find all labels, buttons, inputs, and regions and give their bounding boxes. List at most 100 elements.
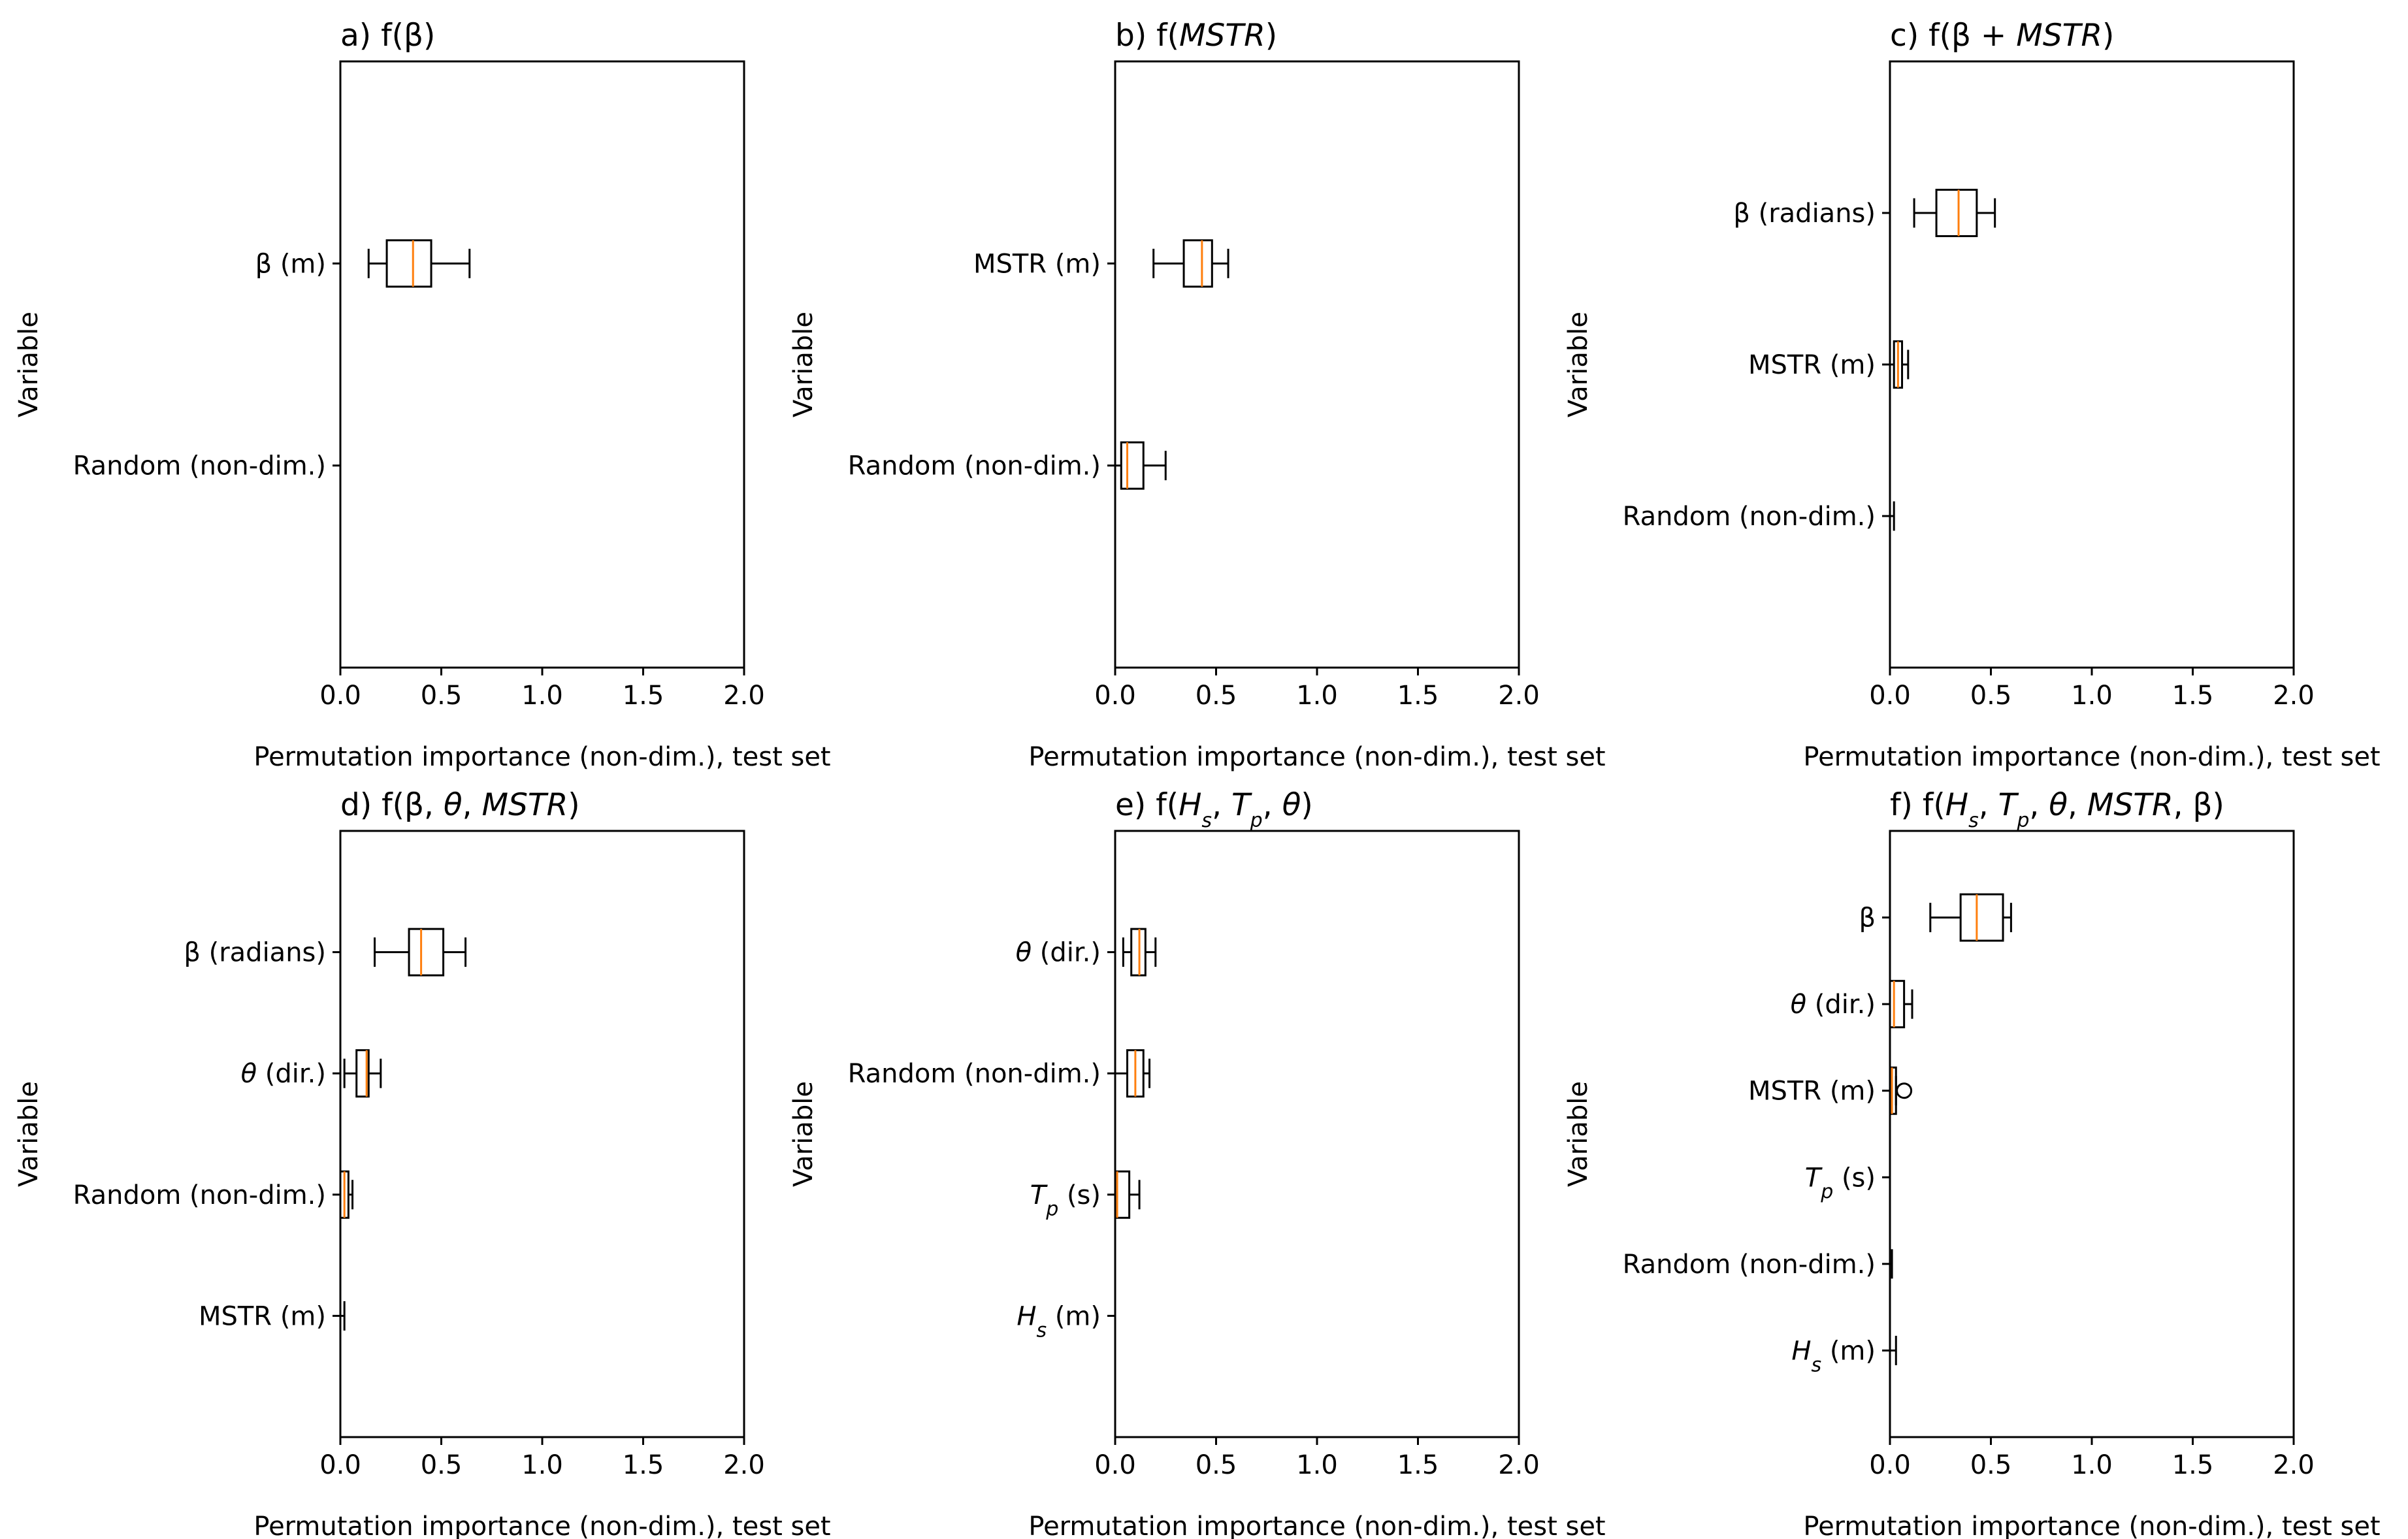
box-series <box>339 1170 354 1219</box>
plot-frame <box>1889 60 2295 669</box>
box-series <box>367 239 471 288</box>
subplot-title-part: θ <box>1282 787 1301 823</box>
subplot-title-part: s <box>1968 809 1979 832</box>
y-tick-label: MSTR (m) <box>1748 1077 1876 1107</box>
y-tick-label: θ (dir.) <box>241 1059 326 1089</box>
y-tick-label-part: θ <box>241 1059 257 1089</box>
y-tick-label-part: (dir.) <box>1032 938 1101 968</box>
box-series <box>1114 1170 1141 1219</box>
box-series <box>1889 980 1913 1029</box>
y-tick-label: β (radians) <box>184 938 326 968</box>
subplot-title-part: θ <box>444 787 463 823</box>
subplot-title-part: T <box>1998 787 2019 823</box>
plot-frame <box>1889 830 2295 1438</box>
box-series <box>1913 189 1996 237</box>
x-tick-label: 0.5 <box>421 681 463 711</box>
subplot-2: b) f(MSTR) MSTR (m) Random (non-dim.) 0.0 0.… <box>789 18 1606 772</box>
subplot-title-part: , <box>1212 787 1231 823</box>
y-tick-label-part: Random (non-dim.) <box>1623 502 1876 532</box>
y-tick-label-part: Random (non-dim.) <box>73 1180 326 1210</box>
x-tick-label: 1.0 <box>1296 681 1338 711</box>
x-tick-label: 1.0 <box>521 1450 563 1480</box>
subplot-5: e) f(Hs, Tp, θ)θ (dir.)Random (non-dim.)… <box>789 787 1606 1539</box>
y-tick-label: Random (non-dim.) <box>73 1180 326 1210</box>
y-tick-label-part: Random (non-dim.) <box>1623 1250 1876 1280</box>
subplot-title-part: e) f( <box>1115 787 1179 823</box>
subplot-title-part: p <box>2016 809 2029 832</box>
iqr-box <box>1935 189 1978 237</box>
subplot-title-part: MSTR <box>2087 787 2173 823</box>
y-tick-label-part: (s) <box>1833 1163 1876 1193</box>
y-tick-label-part: (s) <box>1058 1180 1101 1210</box>
subplot-title-part: MSTR <box>1179 18 1265 54</box>
box-series <box>1889 340 1910 389</box>
subplot-title-part: , <box>463 787 482 823</box>
subplot-title-part: ) <box>1265 18 1277 54</box>
x-tick-label: 2.0 <box>2273 681 2315 711</box>
y-tick-label-part: Random (non-dim.) <box>848 1059 1101 1089</box>
x-tick-label: 1.5 <box>623 1450 664 1480</box>
x-tick-label: 1.5 <box>2172 681 2214 711</box>
x-tick-label: 0.5 <box>1970 681 2012 711</box>
box-series <box>1122 928 1157 977</box>
y-tick-label-part: (m) <box>1821 1336 1876 1366</box>
y-tick-label: Random (non-dim.) <box>1623 502 1876 532</box>
y-tick-label-part: (dir.) <box>257 1059 326 1089</box>
y-tick-label: Hs (m) <box>1791 1336 1876 1376</box>
subplot-title: c) f(β + MSTR) <box>1890 18 2114 54</box>
y-tick-label: MSTR (m) <box>1748 350 1876 380</box>
y-tick-label-part: θ <box>1016 938 1032 968</box>
subplot-title-part: , <box>2029 787 2049 823</box>
subplot-title: f) f(Hs, Tp, θ, MSTR, β) <box>1890 787 2224 832</box>
x-tick-label: 0.0 <box>1869 681 1911 711</box>
y-tick-label: Hs (m) <box>1017 1301 1101 1341</box>
y-tick-label: Random (non-dim.) <box>848 1059 1101 1089</box>
y-tick-label-part: β <box>1859 903 1876 933</box>
x-tick-label: 1.5 <box>1397 1450 1439 1480</box>
y-tick-label: β (m) <box>255 249 326 279</box>
y-tick-label-part: MSTR (m) <box>199 1301 326 1331</box>
x-axis-label: Permutation importance (non-dim.), test … <box>253 742 830 772</box>
y-tick-label-part: s <box>1811 1353 1821 1376</box>
subplot-1: a) f(β) β (m) Random (non-dim.) 0.0 0.5 1.0 1.… <box>14 18 831 772</box>
box-series <box>1152 239 1229 288</box>
y-axis-label: Variable <box>14 312 44 417</box>
x-tick-label: 1.0 <box>521 681 563 711</box>
x-axis-label: Permutation importance (non-dim.), test … <box>1028 742 1605 772</box>
subplot-title-part: f) f( <box>1890 787 1945 823</box>
y-axis-label: Variable <box>789 1081 819 1187</box>
subplot-title-part: MSTR <box>2016 18 2102 54</box>
y-tick-label: MSTR (m) <box>199 1301 326 1331</box>
iqr-box <box>1120 441 1145 490</box>
y-axis-label: Variable <box>789 312 819 417</box>
y-tick-label-part: β (radians) <box>1733 199 1876 229</box>
y-tick-label-part: MSTR (m) <box>973 249 1101 279</box>
x-tick-label: 0.0 <box>1094 681 1136 711</box>
x-tick-label: 2.0 <box>2273 1450 2315 1480</box>
iqr-box <box>385 239 432 288</box>
x-tick-label: 1.0 <box>1296 1450 1338 1480</box>
x-tick-label: 0.5 <box>421 1450 463 1480</box>
subplot-title-part: , <box>1263 787 1282 823</box>
y-tick-label: Random (non-dim.) <box>1623 1250 1876 1280</box>
x-tick-label: 2.0 <box>723 1450 765 1480</box>
y-tick-label: Tp (s) <box>1805 1163 1876 1203</box>
y-tick-label-part: θ <box>1791 990 1806 1020</box>
x-tick-label: 0.5 <box>1196 1450 1237 1480</box>
x-tick-label: 1.5 <box>1397 681 1439 711</box>
y-tick-label: β <box>1859 903 1876 933</box>
x-tick-label: 0.0 <box>319 1450 361 1480</box>
subplot-title-part: s <box>1201 809 1212 832</box>
subplot-title-part: d) f(β, <box>340 787 444 823</box>
y-tick-label-part: p <box>1045 1197 1058 1220</box>
iqr-box <box>1959 893 2004 942</box>
box-series <box>1114 441 1167 490</box>
subplot-title-part: MSTR <box>482 787 568 823</box>
subplot-title-part: ) <box>2102 18 2114 54</box>
subplot-title-part: b) f( <box>1115 18 1179 54</box>
plot-frame <box>1114 60 1520 669</box>
subplot-3: c) f(β + MSTR) β (radians) MSTR (m) Random … <box>1563 18 2381 772</box>
x-tick-label: 0.5 <box>1970 1450 2012 1480</box>
iqr-box <box>355 1049 370 1098</box>
